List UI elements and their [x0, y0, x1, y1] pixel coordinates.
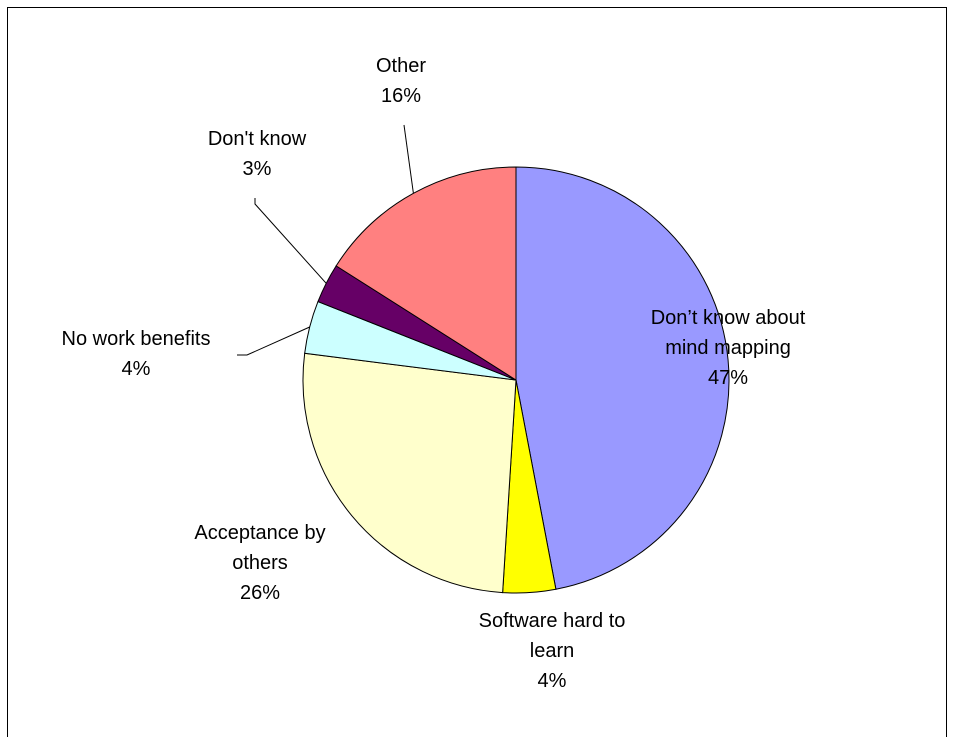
slice-label-line-1: Don't know — [207, 128, 307, 150]
slice-label-line-1: Other — [375, 55, 427, 77]
slice-label-line-1: Acceptance by — [194, 522, 326, 544]
data-label-no-work-benefits: No work benefits 4% — [26, 324, 246, 384]
slice-label-line-1: Don’t know about — [650, 307, 806, 329]
slice-label-line-2: others — [232, 552, 288, 574]
pie-slice — [515, 166, 730, 590]
slice-value-label: 4% — [121, 358, 151, 380]
slice-value-label: 26% — [239, 582, 281, 604]
slice-label-line-2: mind mapping — [665, 337, 791, 359]
slice-value-label: 16% — [380, 85, 422, 107]
data-label-other: Other 16% — [331, 51, 471, 111]
slice-value-label: 47% — [707, 367, 749, 389]
leader-line — [237, 326, 310, 356]
pie-slice — [302, 352, 517, 594]
slice-label-line-1: Software hard to — [478, 610, 626, 632]
data-label-dont-know: Don't know 3% — [167, 124, 347, 184]
data-label-acceptance-by-others: Acceptance by others 26% — [150, 518, 370, 608]
leader-line — [403, 124, 414, 194]
slice-value-label: 4% — [537, 670, 567, 692]
slice-label-line-2: learn — [529, 640, 575, 662]
data-label-dont-know-about-mind-mapping: Don’t know about mind mapping 47% — [613, 303, 843, 393]
data-label-software-hard-to-learn: Software hard to learn 4% — [442, 606, 662, 696]
pie-chart — [237, 124, 730, 594]
slice-value-label: 3% — [242, 158, 272, 180]
leader-line — [254, 198, 327, 284]
pie-slice — [335, 166, 517, 381]
chart-frame: Don’t know about mind mapping 47% Softwa… — [7, 7, 947, 737]
slice-label-line-1: No work benefits — [61, 328, 211, 350]
